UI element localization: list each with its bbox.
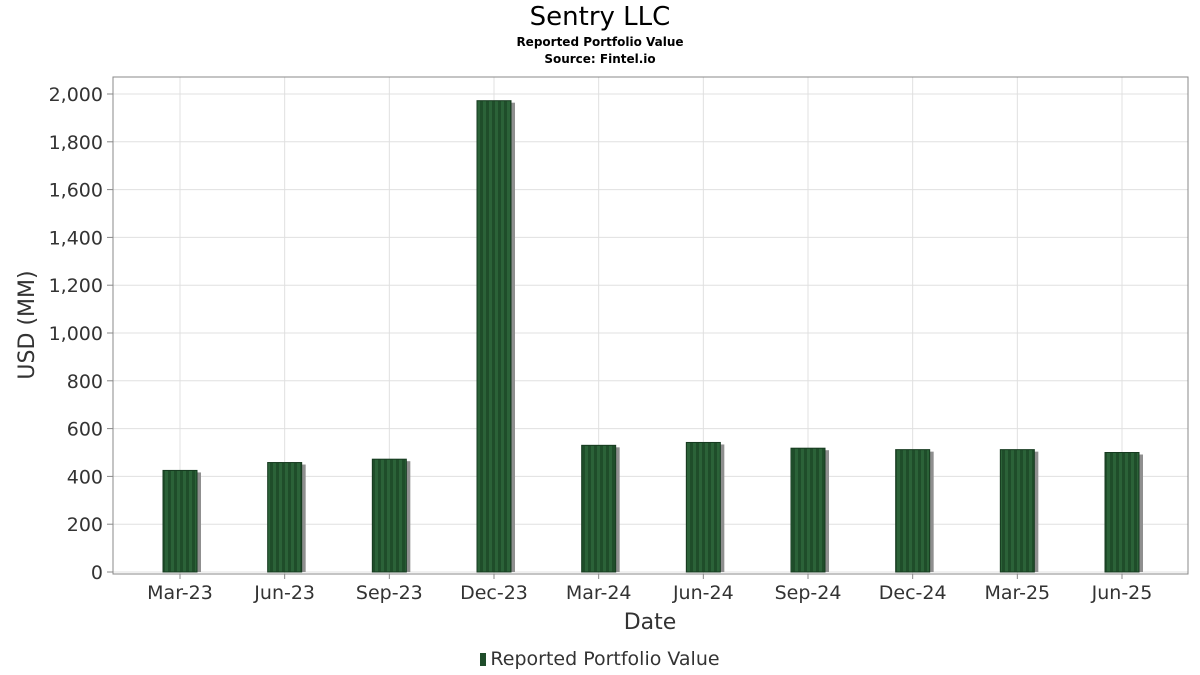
y-tick-label: 1,600 <box>49 180 103 202</box>
legend-swatch <box>480 653 487 666</box>
y-tick-label: 2,000 <box>49 84 103 106</box>
y-tick-label: 400 <box>67 466 103 488</box>
x-tick-label: Mar-23 <box>147 582 213 604</box>
bar-body <box>1104 452 1140 573</box>
y-tick-label: 1,200 <box>49 275 103 297</box>
bars <box>162 100 1143 573</box>
bar <box>267 462 306 573</box>
bar <box>162 469 201 573</box>
bar-body <box>162 469 198 573</box>
legend: Reported Portfolio Value <box>0 648 1200 670</box>
x-tick-label: Mar-25 <box>984 582 1050 604</box>
y-tick-label: 800 <box>67 371 103 393</box>
x-tick-label: Dec-24 <box>879 582 947 604</box>
bar-body <box>895 449 931 573</box>
bar <box>895 449 934 573</box>
x-axis: Mar-23 Jun-23 Sep-23 Dec-23 Mar-24 Jun-24 Sep-… <box>147 574 1152 604</box>
bar-body <box>581 444 617 573</box>
bar-body <box>999 449 1035 573</box>
legend-label: Reported Portfolio Value <box>490 648 720 670</box>
y-tick-label: 1,400 <box>49 227 103 249</box>
y-axis-label: USD (MM) <box>15 270 40 379</box>
y-axis: 0 200 400 600 800 1,000 1,200 1,400 1,600 1,800 2,… <box>49 84 113 584</box>
chart-source: Source: Fintel.io <box>544 52 656 66</box>
bar-body <box>476 100 512 573</box>
chart-subtitle: Reported Portfolio Value <box>516 35 684 49</box>
bar <box>790 447 829 573</box>
y-tick-label: 0 <box>91 562 103 584</box>
x-tick-label: Jun-25 <box>1091 582 1153 604</box>
x-tick-label: Dec-23 <box>460 582 528 604</box>
x-tick-label: Sep-24 <box>775 582 842 604</box>
x-tick-label: Jun-24 <box>672 582 734 604</box>
bar-body <box>267 462 303 573</box>
bar-body <box>371 458 407 573</box>
bar-body <box>685 441 721 573</box>
bar <box>581 444 620 573</box>
grid <box>113 77 1188 574</box>
y-tick-label: 1,000 <box>49 323 103 345</box>
plot-frame <box>112 76 1189 575</box>
bar <box>371 458 411 573</box>
bar <box>476 100 515 573</box>
x-tick-label: Mar-24 <box>566 582 632 604</box>
bar <box>685 441 725 573</box>
chart-title: Sentry LLC <box>529 2 671 32</box>
bar <box>999 449 1039 573</box>
x-axis-label: Date <box>624 610 677 635</box>
y-tick-label: 1,800 <box>49 132 103 154</box>
y-tick-label: 600 <box>67 419 103 441</box>
y-tick-label: 200 <box>67 514 103 536</box>
x-tick-label: Sep-23 <box>356 582 423 604</box>
bar-body <box>790 447 826 573</box>
bar <box>1104 452 1143 573</box>
x-tick-label: Jun-23 <box>253 582 315 604</box>
